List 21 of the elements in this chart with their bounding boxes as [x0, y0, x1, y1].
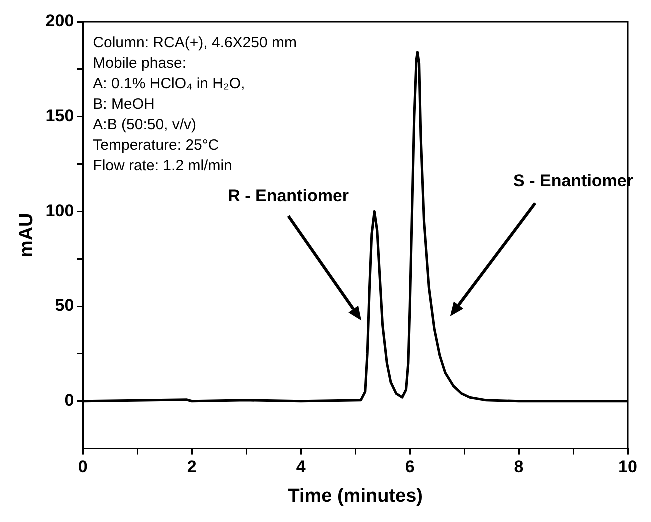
y-tick-label: 50: [55, 296, 74, 316]
annotation: Temperature: 25°C: [93, 137, 220, 154]
y-tick-label: 100: [46, 201, 74, 220]
annotation: R - Enantiomer: [228, 186, 350, 206]
y-tick-label: 200: [46, 12, 74, 31]
x-tick-label: 10: [618, 458, 638, 477]
annotation: A:B (50:50, v/v): [93, 116, 197, 134]
x-tick-label: 8: [514, 458, 524, 477]
y-tick-label: 0: [64, 391, 74, 410]
annotation: A: 0.1% HClO₄ in H₂O,: [93, 76, 246, 93]
annotation: B: MeOH: [93, 96, 155, 114]
y-axis-title: mAU: [16, 213, 38, 258]
annotation: Column: RCA(+), 4.6X250 mm: [93, 34, 297, 52]
x-axis-title: Time (minutes): [288, 486, 423, 507]
x-tick-label: 4: [296, 458, 306, 477]
x-tick-label: 0: [78, 458, 88, 477]
annotation: Flow rate: 1.2 ml/min: [93, 158, 232, 175]
y-tick-label: 150: [46, 106, 74, 126]
x-tick-label: 2: [187, 458, 197, 477]
x-tick-label: 6: [405, 458, 415, 477]
annotation: Mobile phase:: [93, 55, 187, 72]
